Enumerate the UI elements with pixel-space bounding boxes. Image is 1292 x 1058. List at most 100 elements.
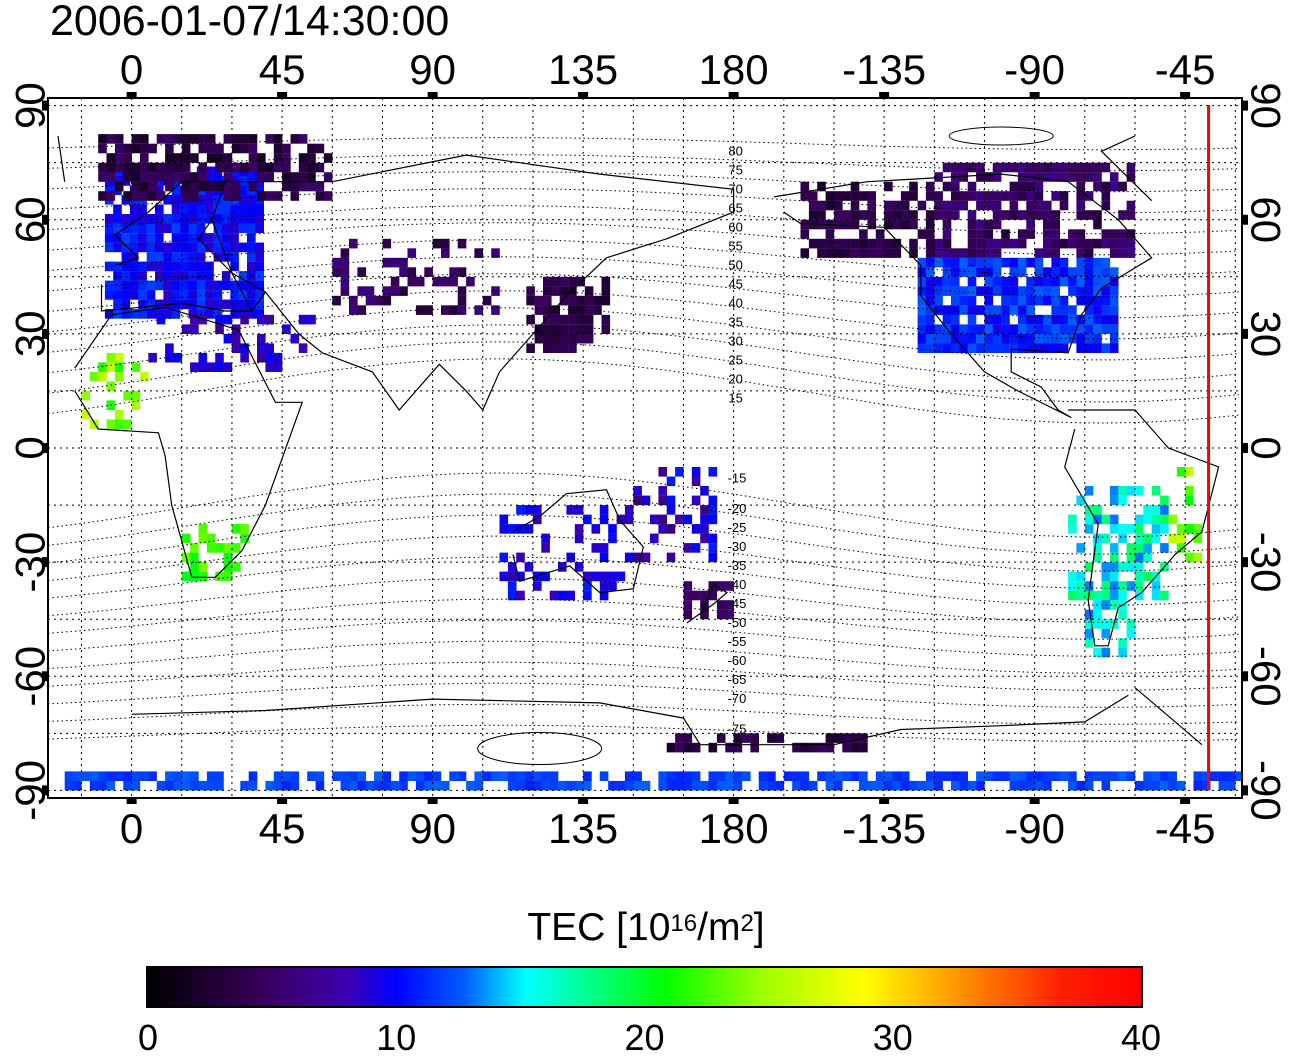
- tec-cell: [247, 233, 256, 243]
- tec-cell: [800, 780, 810, 791]
- tec-cell: [231, 343, 241, 353]
- tec-cell: [516, 505, 525, 515]
- tec-cell: [165, 153, 174, 163]
- tec-cell: [146, 233, 156, 243]
- tec-cell: [967, 219, 977, 230]
- tec-cell: [917, 295, 927, 306]
- tec-cell: [1009, 305, 1019, 315]
- tec-cell: [700, 486, 709, 496]
- tec-cell: [559, 314, 569, 325]
- tec-cell: [959, 771, 968, 781]
- contour-label: 75: [728, 162, 742, 177]
- tec-cell: [825, 771, 835, 781]
- tec-cell: [1068, 514, 1077, 525]
- tec-cell: [1118, 486, 1127, 496]
- tec-cell: [516, 590, 525, 601]
- tec-cell: [942, 257, 952, 268]
- magnetic-contour: [48, 493, 1239, 555]
- tec-cell: [1109, 524, 1119, 534]
- tec-cell: [240, 314, 249, 325]
- tec-cell: [238, 185, 248, 196]
- tec-cell: [1009, 295, 1019, 306]
- tec-cell: [1059, 333, 1069, 344]
- lon-tick-label-top: 90: [409, 46, 456, 93]
- tec-cell: [992, 286, 1002, 296]
- tec-cell: [106, 381, 116, 391]
- tec-cell: [909, 238, 918, 249]
- tec-cell: [140, 162, 149, 173]
- tec-cell: [255, 252, 264, 262]
- tec-cell: [340, 771, 350, 781]
- lat-tick-label-right: -60: [1243, 646, 1290, 707]
- tec-cell: [1043, 162, 1052, 173]
- tec-cell: [190, 191, 199, 201]
- tec-cell: [221, 299, 231, 310]
- tec-cell: [925, 343, 935, 353]
- tec-cell: [273, 771, 283, 781]
- tec-cell: [248, 162, 258, 173]
- tec-cell: [1118, 533, 1127, 544]
- tec-cell: [1001, 333, 1010, 344]
- tec-cell: [691, 524, 701, 534]
- tec-cell: [583, 514, 592, 525]
- tec-cell: [859, 210, 868, 220]
- tec-cell: [1193, 552, 1203, 563]
- tec-cell: [223, 543, 233, 553]
- tec-cell: [700, 780, 709, 791]
- tec-cell: [104, 214, 114, 224]
- magnetic-contour: [48, 682, 1239, 708]
- tec-cell: [658, 524, 667, 534]
- tec-cell: [767, 780, 776, 791]
- tec-cell: [215, 362, 224, 372]
- tec-cell: [566, 590, 575, 601]
- tec-cell: [1076, 162, 1085, 173]
- tec-cell: [842, 210, 851, 220]
- tec-cell: [541, 543, 550, 553]
- tec-cell: [976, 771, 985, 781]
- tec-cell: [315, 780, 325, 791]
- tec-cell: [231, 143, 241, 154]
- tec-cell: [1093, 238, 1102, 249]
- tec-cell: [1051, 314, 1060, 325]
- tec-cell: [658, 780, 667, 791]
- tec-cell: [1076, 581, 1085, 591]
- contour-label: 30: [728, 333, 742, 348]
- tec-cell: [190, 153, 199, 163]
- tec-cell: [240, 143, 249, 154]
- tec-cell: [165, 780, 174, 791]
- tec-cell: [533, 780, 542, 791]
- tec-cell: [273, 162, 283, 173]
- tec-cell: [247, 252, 256, 262]
- tec-cell: [708, 742, 718, 753]
- tec-cell: [1201, 771, 1211, 781]
- tec-cell: [223, 552, 233, 563]
- tec-cell: [992, 324, 1002, 334]
- tec-cell: [758, 780, 768, 791]
- tec-cell: [138, 242, 147, 253]
- tec-cell: [1118, 638, 1127, 648]
- tec-cell: [240, 352, 249, 363]
- tec-cell: [984, 286, 994, 296]
- tec-cell: [238, 176, 248, 186]
- magnetic-contour: [48, 341, 1239, 403]
- tec-cell: [608, 581, 617, 591]
- magnetic-pole-south: [477, 732, 603, 766]
- tec-cell: [1043, 286, 1052, 296]
- tec-cell: [1034, 276, 1044, 287]
- tec-cell: [925, 314, 935, 325]
- tec-cell: [624, 771, 634, 781]
- tec-cell: [146, 252, 156, 262]
- tec-cell: [332, 257, 341, 268]
- tec-cell: [1017, 324, 1027, 334]
- tec-cell: [867, 780, 876, 791]
- tec-cell: [959, 267, 968, 277]
- tec-cell: [1093, 343, 1102, 353]
- tec-cell: [1084, 305, 1094, 315]
- tec-cell: [984, 229, 994, 239]
- tec-cell: [148, 143, 157, 154]
- tec-cell: [825, 780, 835, 791]
- magnetic-contour: [48, 598, 1239, 640]
- tec-cell: [683, 543, 693, 553]
- tec-cell: [1017, 238, 1027, 249]
- contour-label: -40: [728, 577, 747, 592]
